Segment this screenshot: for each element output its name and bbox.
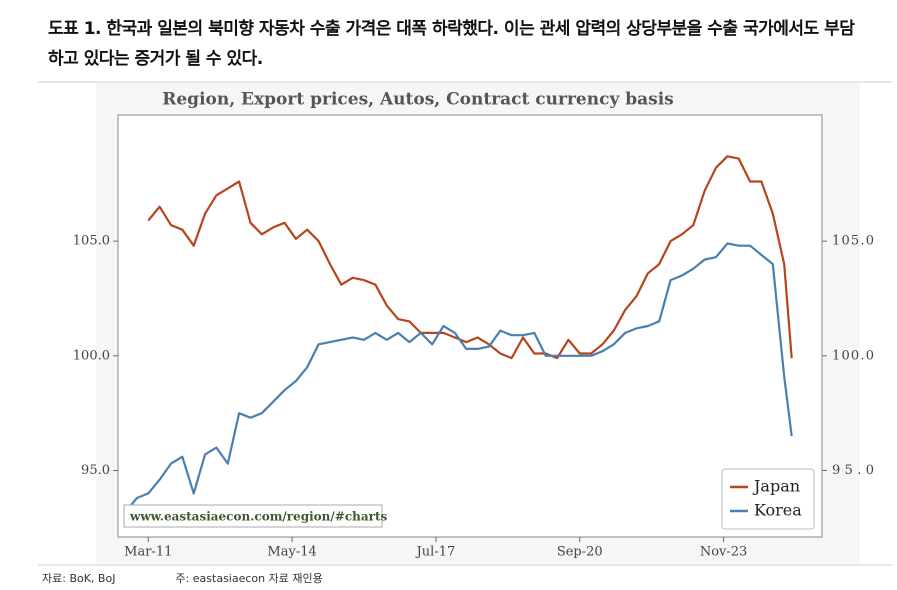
x-tick-label: Mar-11 [124, 545, 172, 560]
x-tick-label: Sep-20 [557, 545, 603, 560]
chart-title: Region, Export prices, Autos, Contract c… [162, 90, 674, 110]
plot-area [117, 114, 823, 538]
line-series [147, 155, 793, 360]
footer: 자료: BoK, BoJ 주: eastasiaecon 자료 재인용 [42, 570, 383, 586]
source: 자료: BoK, BoJ [42, 572, 116, 585]
note: 주: eastasiaecon 자료 재인용 [175, 572, 323, 585]
header-title: 도표 1. 한국과 일본의 북미향 자동차 수출 가격은 대폭 하락했다. 이는… [48, 19, 855, 69]
legend-box [721, 468, 815, 530]
y-tick-label: 105.0 [73, 234, 110, 249]
watermark: www.eastasiaecon.com/region/#charts [129, 510, 388, 524]
y2-tick-label: 100.0 [832, 348, 874, 363]
x-tick-label: May-14 [267, 545, 316, 560]
line-series [124, 242, 793, 513]
chart: Region, Export prices, Autos, Contract c… [38, 81, 892, 566]
legend-label: Korea [754, 501, 802, 520]
y-tick-label: 95.0 [81, 463, 110, 478]
watermark-box [123, 504, 383, 528]
x-tick-label: Nov-23 [700, 545, 747, 560]
y2-tick-label: 105.0 [832, 234, 874, 249]
legend-label: Japan [752, 477, 800, 496]
x-tick-label: Jul-17 [415, 545, 456, 560]
y-tick-label: 100.0 [73, 348, 110, 363]
